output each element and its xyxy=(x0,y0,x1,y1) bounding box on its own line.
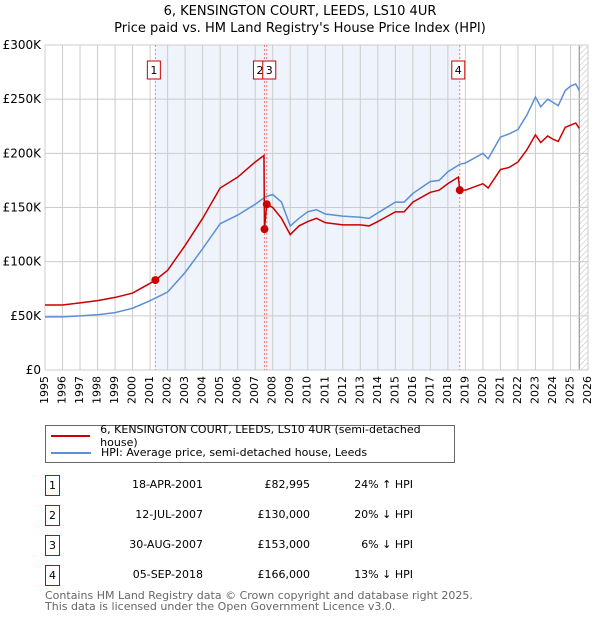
sale-number: 1 xyxy=(45,475,60,496)
y-tick-label: £200K xyxy=(3,146,43,160)
x-tick-label: 2009 xyxy=(283,376,296,404)
x-tick-label: 2016 xyxy=(406,376,419,404)
x-tick-label: 2010 xyxy=(301,376,314,404)
sale-label-box xyxy=(451,60,466,80)
y-tick-label: £100K xyxy=(3,255,43,269)
y-tick-label: £250K xyxy=(3,92,43,106)
x-tick-label: 2021 xyxy=(493,376,506,404)
chart-subtitle: Price paid vs. HM Land Registry's House … xyxy=(114,21,486,36)
sale-hpi-diff: 13% ↓ HPI xyxy=(354,568,413,581)
x-tick-label: 2012 xyxy=(336,376,349,404)
legend: 6, KENSINGTON COURT, LEEDS, LS10 4UR (se… xyxy=(45,423,455,463)
legend-swatch xyxy=(51,451,91,454)
sale-point xyxy=(151,276,160,285)
sale-date: 12-JUL-2007 xyxy=(135,508,203,521)
series-line-hpi xyxy=(45,83,580,318)
sale-label-number: 4 xyxy=(455,64,462,77)
sale-price: £130,000 xyxy=(257,508,311,521)
x-tick-label: 2002 xyxy=(161,376,174,404)
sale-date: 30-AUG-2007 xyxy=(129,538,203,551)
y-tick-label: £300K xyxy=(3,38,43,52)
legend-label: 6, KENSINGTON COURT, LEEDS, LS10 4UR (se… xyxy=(100,422,421,449)
x-tick-label: 2020 xyxy=(476,376,489,404)
sale-row: 3 30-AUG-2007 £153,000 6% ↓ HPI xyxy=(45,535,465,557)
x-tick-label: 2005 xyxy=(213,376,226,404)
x-tick-label: 2018 xyxy=(441,376,454,404)
legend-swatch xyxy=(51,434,91,437)
x-tick-label: 1995 xyxy=(38,376,51,404)
x-tick-label: 2022 xyxy=(511,376,524,404)
sale-number: 2 xyxy=(45,505,60,526)
x-tick-label: 1996 xyxy=(56,376,69,404)
sale-hpi-diff: 24% ↑ HPI xyxy=(354,478,413,491)
x-tick-label: 2000 xyxy=(126,376,139,404)
sale-row: 4 05-SEP-2018 £166,000 13% ↓ HPI xyxy=(45,565,465,587)
sale-row: 2 12-JUL-2007 £130,000 20% ↓ HPI xyxy=(45,505,465,527)
x-tick-label: 2023 xyxy=(528,376,541,404)
x-tick-label: 2026 xyxy=(581,376,594,404)
sale-hpi-diff: 6% ↓ HPI xyxy=(361,538,413,551)
x-tick-label: 1998 xyxy=(91,376,104,404)
x-tick-label: 2017 xyxy=(423,376,436,404)
x-tick-label: 2001 xyxy=(143,376,156,404)
sale-date: 05-SEP-2018 xyxy=(132,568,203,581)
sale-label-number: 3 xyxy=(266,64,273,77)
sale-label-number: 1 xyxy=(150,64,157,77)
sale-hpi-diff: 20% ↓ HPI xyxy=(354,508,413,521)
sale-number: 4 xyxy=(45,565,60,586)
sale-price: £82,995 xyxy=(264,478,311,491)
sale-date: 18-APR-2001 xyxy=(131,478,203,491)
y-tick-label: £150K xyxy=(3,201,43,215)
x-tick-label: 2019 xyxy=(458,376,471,404)
y-tick-label: £50K xyxy=(10,309,42,323)
x-tick-label: 2013 xyxy=(353,376,366,404)
sale-point xyxy=(262,200,271,209)
sale-price: £166,000 xyxy=(257,568,311,581)
x-tick-label: 1997 xyxy=(73,376,86,404)
footer: Contains HM Land Registry data © Crown c… xyxy=(45,590,473,612)
sale-point xyxy=(260,225,269,234)
x-tick-label: 2004 xyxy=(196,376,209,404)
sale-number: 3 xyxy=(45,535,60,556)
footer-line-1: Contains HM Land Registry data © Crown c… xyxy=(45,589,473,602)
sale-price: £153,000 xyxy=(257,538,311,551)
x-tick-label: 2003 xyxy=(178,376,191,404)
x-tick-label: 2006 xyxy=(231,376,244,404)
legend-item-hpi: HPI: Average price, semi-detached house,… xyxy=(51,444,367,461)
series-line-property xyxy=(45,122,580,306)
plot-area: 1995 1996 1997 1998 1999 2000 2001 2002 2003 2004… xyxy=(3,38,594,404)
y-tick-label: £0 xyxy=(26,363,41,377)
sale-label-number: 2 xyxy=(256,64,263,77)
x-tick-label: 2014 xyxy=(371,376,384,404)
sale-point xyxy=(455,186,464,195)
chart-title: 6, KENSINGTON COURT, LEEDS, LS10 4UR xyxy=(163,4,437,19)
sale-row: 1 18-APR-2001 £82,995 24% ↑ HPI xyxy=(45,475,465,497)
legend-label: HPI: Average price, semi-detached house,… xyxy=(101,446,368,459)
x-tick-label: 2015 xyxy=(388,376,401,404)
x-tick-label: 2008 xyxy=(266,376,279,404)
x-tick-label: 2011 xyxy=(318,376,331,404)
footer-line-2: This data is licensed under the Open Gov… xyxy=(45,600,396,613)
legend-item-property: 6, KENSINGTON COURT, LEEDS, LS10 4UR (se… xyxy=(51,423,454,449)
sale-label-box xyxy=(146,60,161,80)
x-tick-label: 2024 xyxy=(546,376,559,404)
sale-label-box xyxy=(262,60,277,80)
x-tick-label: 2025 xyxy=(563,376,576,404)
x-tick-label: 1999 xyxy=(108,376,121,404)
x-tick-label: 2007 xyxy=(248,376,261,404)
